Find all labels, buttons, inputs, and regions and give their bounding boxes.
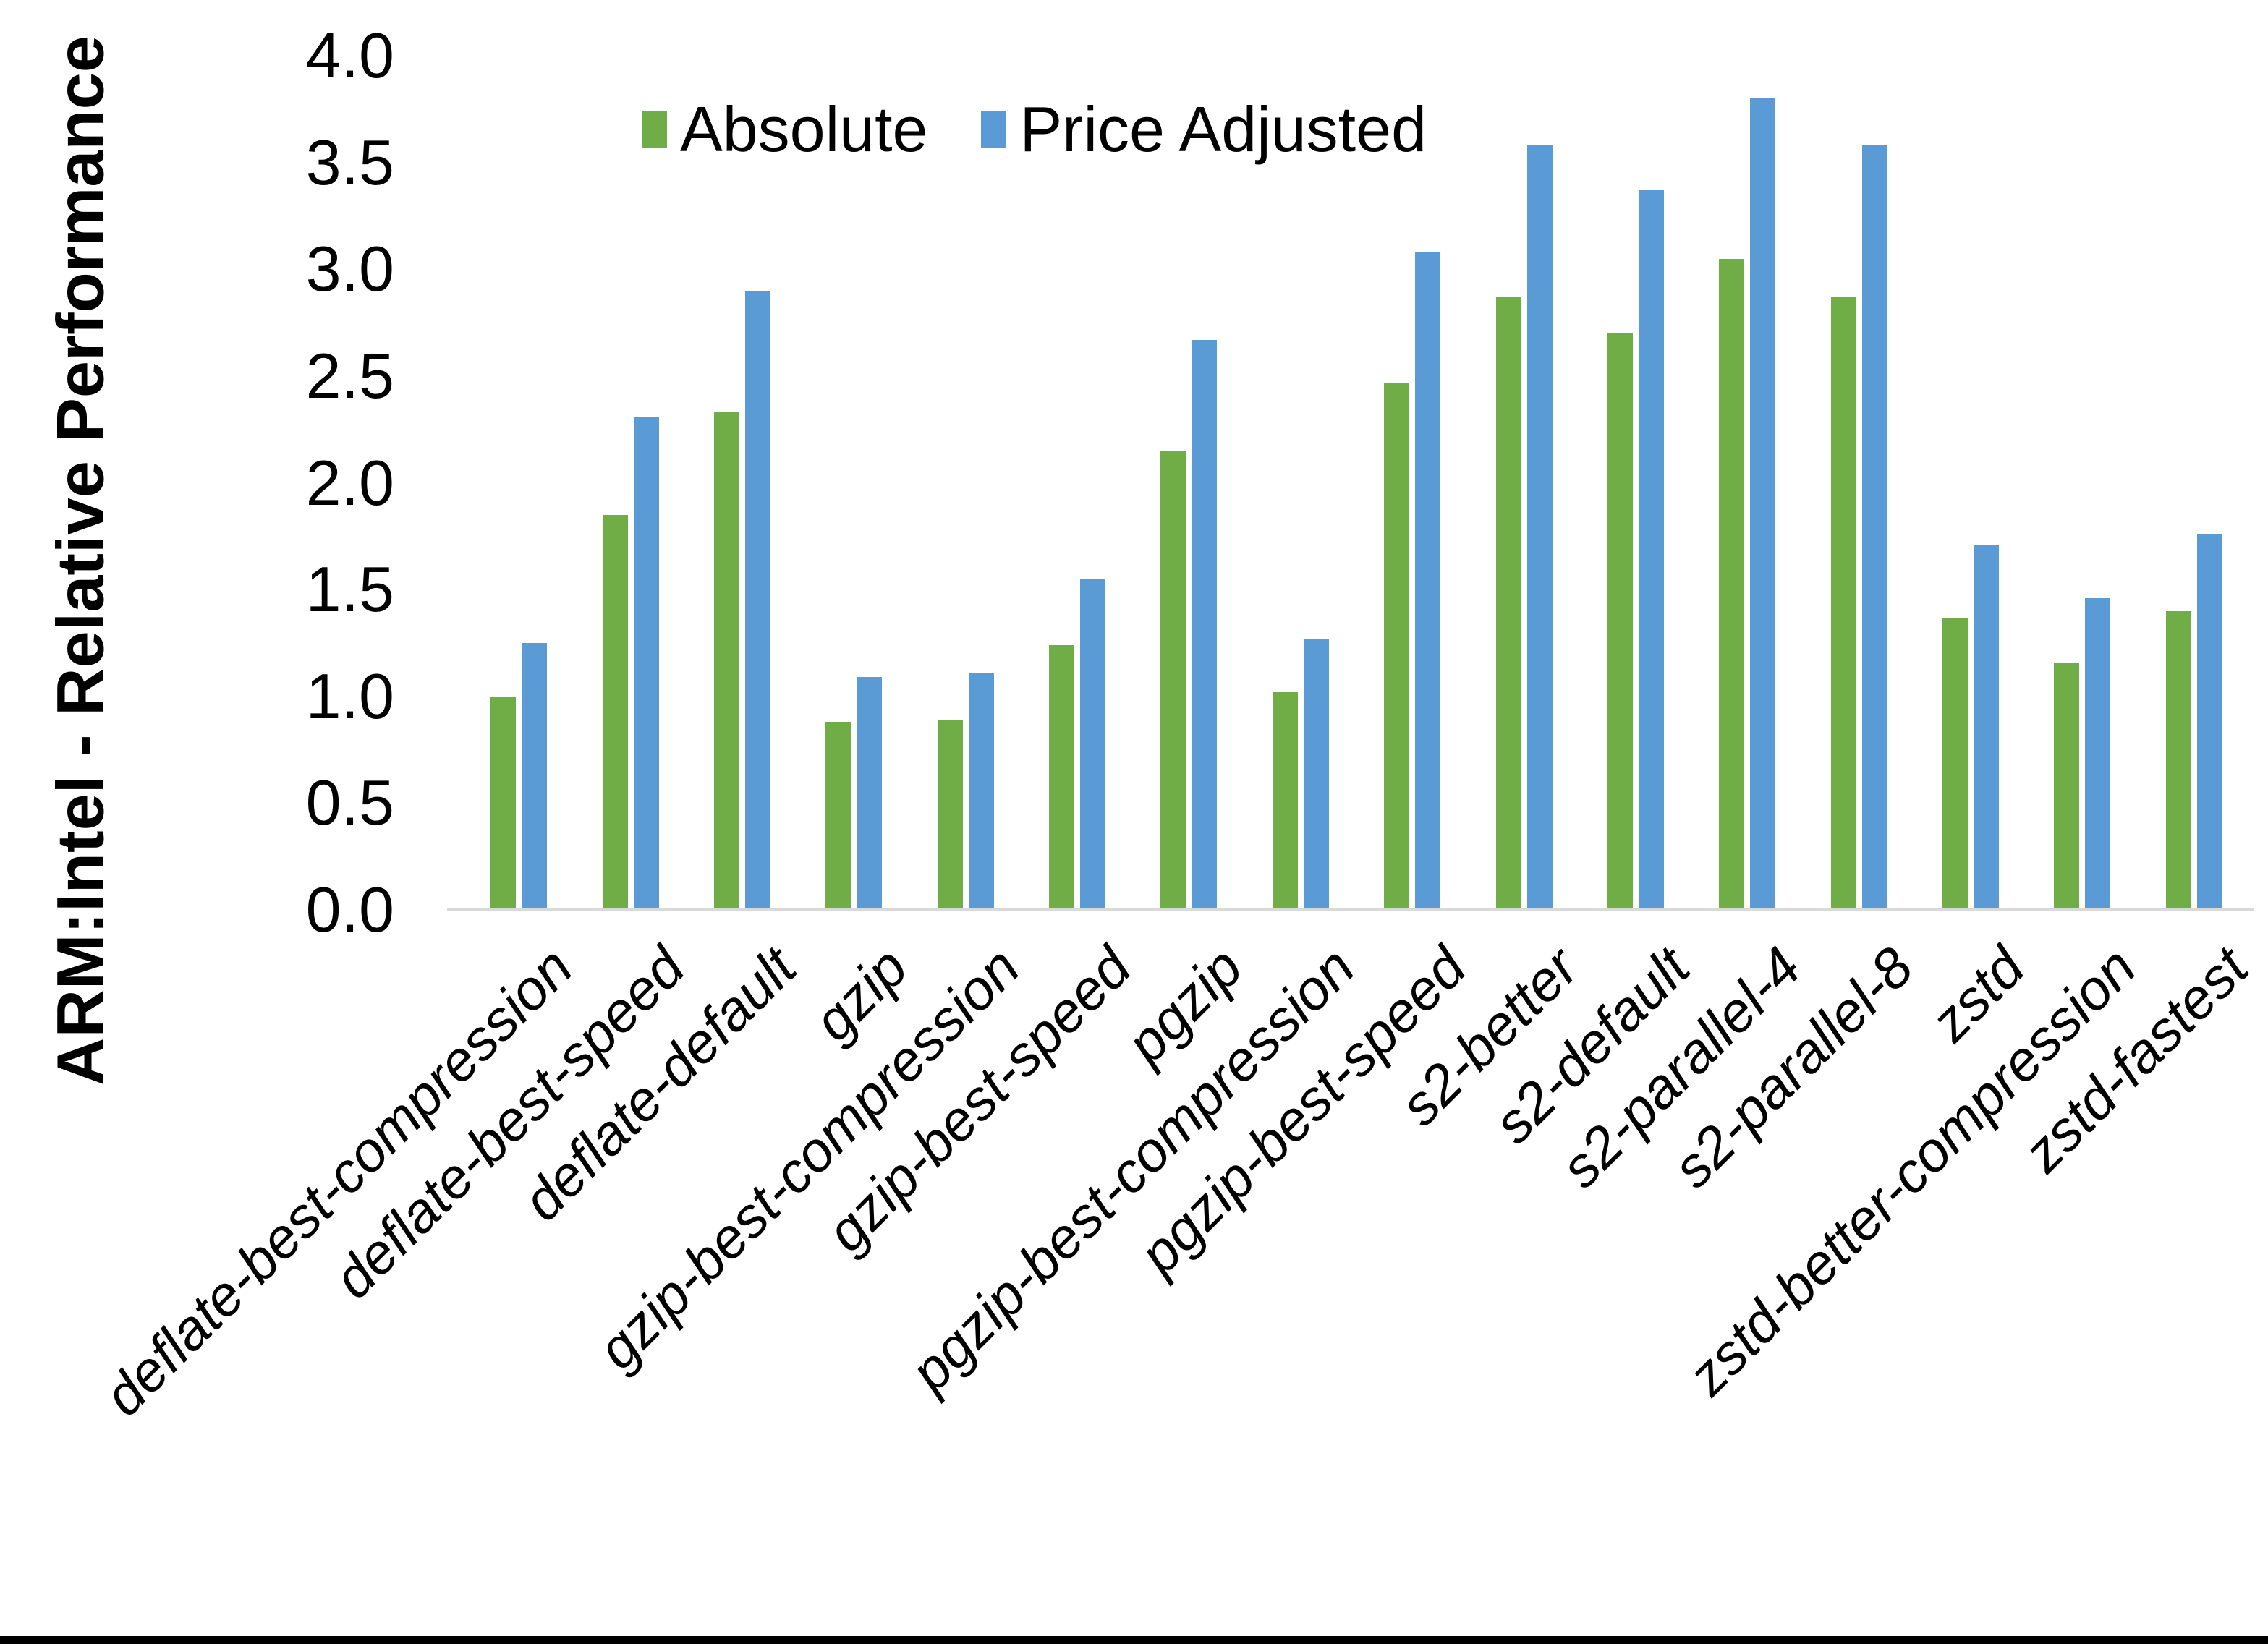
bar-absolute-gzip	[825, 722, 851, 910]
bar-absolute-zstd-better-compression	[2054, 662, 2080, 910]
bar-absolute-pgzip	[1160, 451, 1186, 910]
bar-price-adjusted-gzip-best-compression	[968, 673, 994, 910]
bar-group-pgzip-best-speed	[1356, 56, 1468, 910]
y-tick-label: 3.0	[305, 233, 394, 305]
bar-price-adjusted-pgzip	[1192, 339, 1218, 910]
bottom-border	[0, 1636, 2268, 1644]
y-tick-label: 2.5	[305, 339, 394, 412]
bar-absolute-s2-parallel-8	[1830, 297, 1856, 910]
bar-price-adjusted-pgzip-best-speed	[1415, 252, 1441, 910]
bar-absolute-s2-default	[1607, 333, 1633, 910]
legend-swatch-icon	[642, 111, 667, 148]
bar-absolute-s2-parallel-4	[1719, 258, 1745, 910]
bar-group-s2-better	[1468, 56, 1579, 910]
bar-group-deflate-best-compression	[463, 56, 574, 910]
legend: Absolute Price Adjusted	[642, 93, 1427, 166]
bar-group-gzip-best-speed	[1022, 56, 1133, 910]
bar-absolute-gzip-best-speed	[1049, 644, 1075, 910]
bar-price-adjusted-s2-parallel-8	[1861, 145, 1887, 910]
bar-price-adjusted-zstd-better-compression	[2085, 597, 2111, 910]
bar-absolute-pgzip-best-speed	[1384, 382, 1410, 910]
bar-group-zstd-better-compression	[2026, 56, 2138, 910]
bar-group-gzip-best-compression	[910, 56, 1022, 910]
bar-price-adjusted-pgzip-best-compression	[1303, 639, 1329, 910]
bar-price-adjusted-zstd-fastest	[2196, 534, 2222, 910]
bar-price-adjusted-zstd	[1974, 545, 2000, 910]
bar-group-gzip	[798, 56, 909, 910]
bar-group-pgzip	[1133, 56, 1244, 910]
x-axis-line	[447, 908, 2254, 911]
bar-absolute-deflate-best-speed	[602, 514, 628, 910]
bar-group-s2-parallel-4	[1691, 56, 1803, 910]
y-tick-label: 2.0	[305, 446, 394, 519]
bar-absolute-zstd-fastest	[2165, 610, 2191, 910]
bar-group-zstd-fastest	[2139, 56, 2250, 910]
bar-price-adjusted-gzip	[857, 677, 883, 910]
bar-group-deflate-best-speed	[574, 56, 686, 910]
y-tick-label: 3.5	[305, 126, 394, 198]
bar-absolute-pgzip-best-compression	[1272, 691, 1298, 910]
legend-label: Absolute	[680, 93, 928, 165]
y-tick-label: 1.5	[305, 553, 394, 626]
bar-group-s2-default	[1580, 56, 1691, 910]
bar-group-zstd	[1915, 56, 2026, 910]
y-tick-label: 0.5	[305, 767, 394, 839]
legend-item-absolute: Absolute	[642, 93, 927, 166]
y-tick-label: 0.0	[305, 874, 394, 945]
bar-absolute-deflate-best-compression	[490, 696, 517, 910]
bar-price-adjusted-gzip-best-speed	[1080, 579, 1106, 910]
bar-price-adjusted-deflate-default	[744, 290, 770, 910]
bar-absolute-zstd	[1942, 617, 1968, 910]
bar-price-adjusted-s2-default	[1638, 190, 1664, 910]
bar-price-adjusted-deflate-best-compression	[522, 642, 548, 910]
bar-price-adjusted-s2-parallel-4	[1750, 98, 1776, 910]
bar-group-pgzip-best-compression	[1245, 56, 1356, 910]
legend-item-price-adjusted: Price Adjusted	[981, 93, 1427, 166]
bar-absolute-gzip-best-compression	[937, 720, 963, 910]
bar-price-adjusted-s2-better	[1526, 145, 1553, 910]
legend-swatch-icon	[981, 111, 1007, 148]
bar-group-deflate-default	[687, 56, 798, 910]
bar-absolute-s2-better	[1495, 297, 1521, 910]
x-tick-label-deflate-best-compression: deflate-best-compression	[91, 934, 585, 1428]
bar-group-s2-parallel-8	[1804, 56, 1915, 910]
y-tick-label: 1.0	[305, 660, 394, 732]
bar-absolute-deflate-default	[713, 412, 739, 910]
bar-price-adjusted-deflate-best-speed	[633, 416, 659, 910]
y-tick-label: 4.0	[305, 20, 394, 91]
legend-label: Price Adjusted	[1019, 93, 1427, 165]
plot-area	[463, 56, 2250, 910]
